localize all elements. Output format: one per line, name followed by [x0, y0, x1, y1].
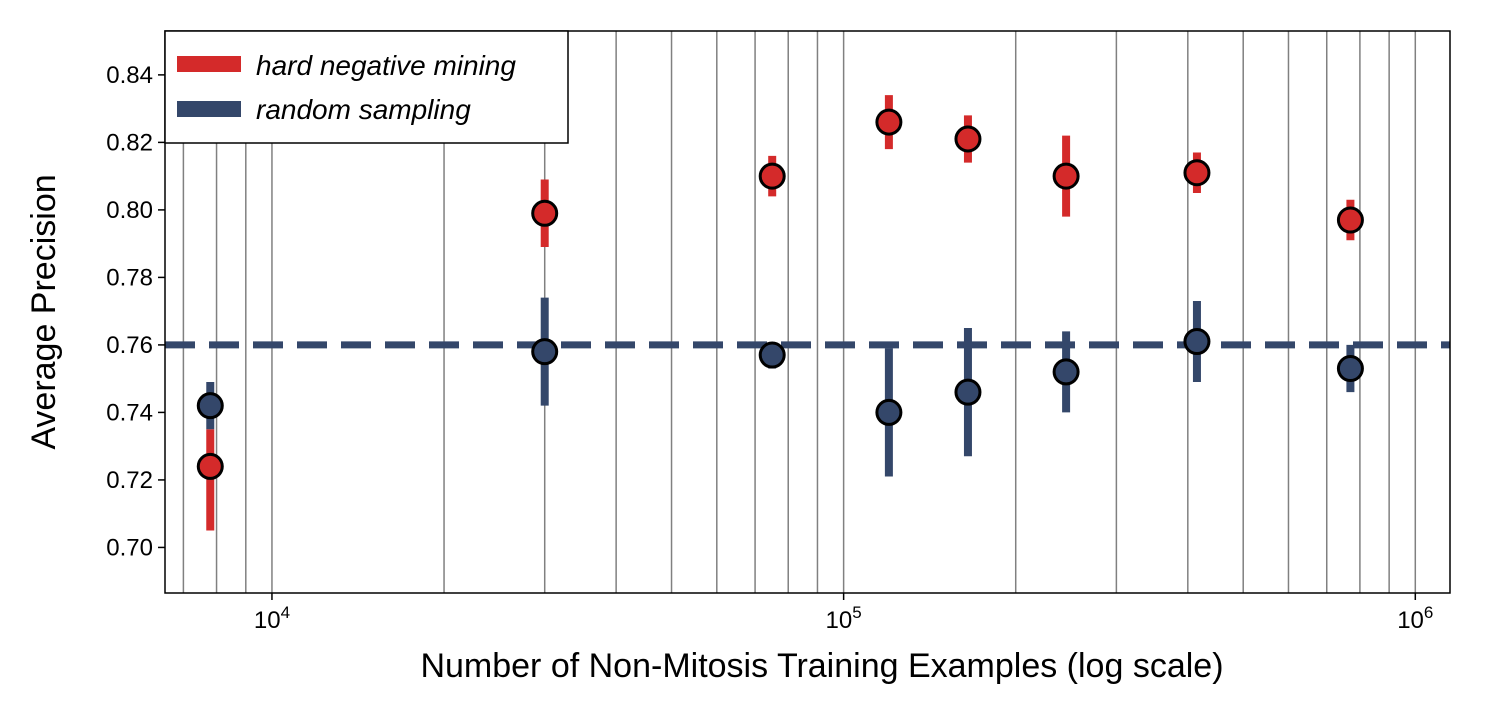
legend-swatch-random-sampling — [177, 101, 241, 117]
point-hard-negative-mining — [531, 199, 559, 227]
point-hard-negative-mining — [758, 162, 786, 190]
point-random-sampling — [954, 378, 982, 406]
point-random-sampling — [196, 392, 224, 420]
legend-label-hard-negative-mining: hard negative mining — [256, 50, 516, 81]
error-bars — [206, 95, 1355, 531]
point-random-sampling — [875, 398, 903, 426]
point-random-sampling — [531, 338, 559, 366]
point-hard-negative-mining — [1336, 206, 1364, 234]
point-hard-negative-mining — [1183, 159, 1211, 187]
y-tick-label: 0.74 — [106, 399, 153, 426]
plot-frame — [164, 30, 1451, 594]
point-random-sampling — [758, 341, 786, 369]
point-hard-negative-mining — [1052, 162, 1080, 190]
y-tick-label: 0.80 — [106, 197, 153, 224]
point-hard-negative-mining — [196, 452, 224, 480]
legend-label-random-sampling: random sampling — [256, 94, 471, 125]
y-tick-label: 0.82 — [106, 129, 153, 156]
x-tick-label: 105 — [826, 603, 862, 634]
x-axis-ticks: 104 105 106 — [254, 593, 1433, 634]
point-hard-negative-mining — [954, 125, 982, 153]
point-random-sampling — [1183, 328, 1211, 356]
y-tick-label: 0.70 — [106, 534, 153, 561]
point-hard-negative-mining — [875, 108, 903, 136]
y-tick-label: 0.76 — [106, 332, 153, 359]
x-axis-label: Number of Non-Mitosis Training Examples … — [420, 647, 1223, 685]
legend-box — [164, 30, 569, 144]
point-random-sampling — [1052, 358, 1080, 386]
data-points — [196, 108, 1364, 480]
x-tick-label: 104 — [254, 603, 290, 634]
legend: hard negative mining random sampling — [164, 30, 569, 144]
y-axis-label: Average Precision — [25, 174, 63, 449]
y-tick-label: 0.72 — [106, 467, 153, 494]
point-random-sampling — [1336, 355, 1364, 383]
y-tick-label: 0.78 — [106, 264, 153, 291]
legend-swatch-hard-negative-mining — [177, 56, 241, 72]
y-axis-ticks: 0.70 0.72 0.74 0.76 0.78 0.80 0.82 0.84 — [106, 62, 165, 561]
y-tick-label: 0.84 — [106, 62, 153, 89]
x-tick-label: 106 — [1397, 603, 1433, 634]
